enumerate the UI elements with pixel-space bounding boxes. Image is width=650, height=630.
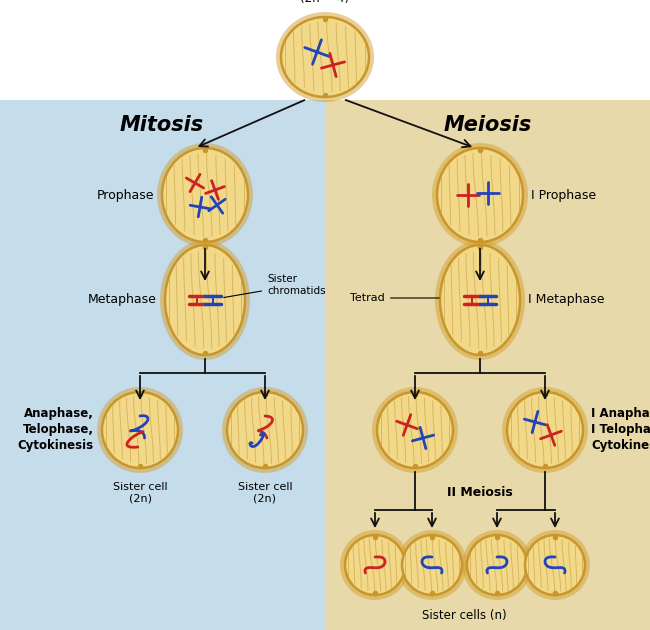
Ellipse shape (162, 148, 248, 242)
Ellipse shape (437, 148, 523, 242)
Ellipse shape (520, 530, 590, 600)
Text: Prophase: Prophase (96, 188, 154, 202)
Text: Sister
chromatids: Sister chromatids (224, 274, 326, 297)
Text: Tetrad: Tetrad (350, 293, 439, 303)
Ellipse shape (340, 530, 410, 600)
Text: II Meiosis: II Meiosis (447, 486, 513, 500)
Ellipse shape (222, 387, 308, 473)
Ellipse shape (440, 245, 520, 355)
Ellipse shape (165, 245, 245, 355)
Text: I Anaphase,
I Telophase,
Cytokinesis: I Anaphase, I Telophase, Cytokinesis (591, 408, 650, 452)
Text: Meiosis: Meiosis (444, 115, 532, 135)
Text: Anaphase,
Telophase,
Cytokinesis: Anaphase, Telophase, Cytokinesis (18, 408, 94, 452)
Text: Sister cell
(2n): Sister cell (2n) (112, 482, 167, 503)
Ellipse shape (507, 392, 583, 468)
Ellipse shape (227, 392, 303, 468)
Ellipse shape (397, 530, 467, 600)
Ellipse shape (377, 392, 453, 468)
Text: Mitosis: Mitosis (120, 115, 204, 135)
Ellipse shape (432, 143, 528, 247)
Ellipse shape (502, 387, 588, 473)
Text: Sister cell
(2n): Sister cell (2n) (238, 482, 292, 503)
Ellipse shape (525, 535, 585, 595)
FancyBboxPatch shape (0, 100, 325, 630)
Ellipse shape (345, 535, 405, 595)
Ellipse shape (97, 387, 183, 473)
Text: I Prophase: I Prophase (531, 188, 596, 202)
Text: Sister cells (n): Sister cells (n) (422, 609, 507, 622)
Ellipse shape (276, 12, 374, 102)
Ellipse shape (281, 17, 369, 97)
Ellipse shape (160, 240, 250, 360)
Ellipse shape (435, 240, 525, 360)
Ellipse shape (102, 392, 178, 468)
Ellipse shape (467, 535, 527, 595)
Ellipse shape (462, 530, 532, 600)
Ellipse shape (157, 143, 253, 247)
Ellipse shape (402, 535, 462, 595)
Ellipse shape (372, 387, 458, 473)
FancyBboxPatch shape (325, 100, 650, 630)
Text: Metaphase: Metaphase (88, 294, 157, 307)
Text: I Metaphase: I Metaphase (528, 294, 605, 307)
Text: Starting cell
(2n = 4): Starting cell (2n = 4) (289, 0, 361, 5)
